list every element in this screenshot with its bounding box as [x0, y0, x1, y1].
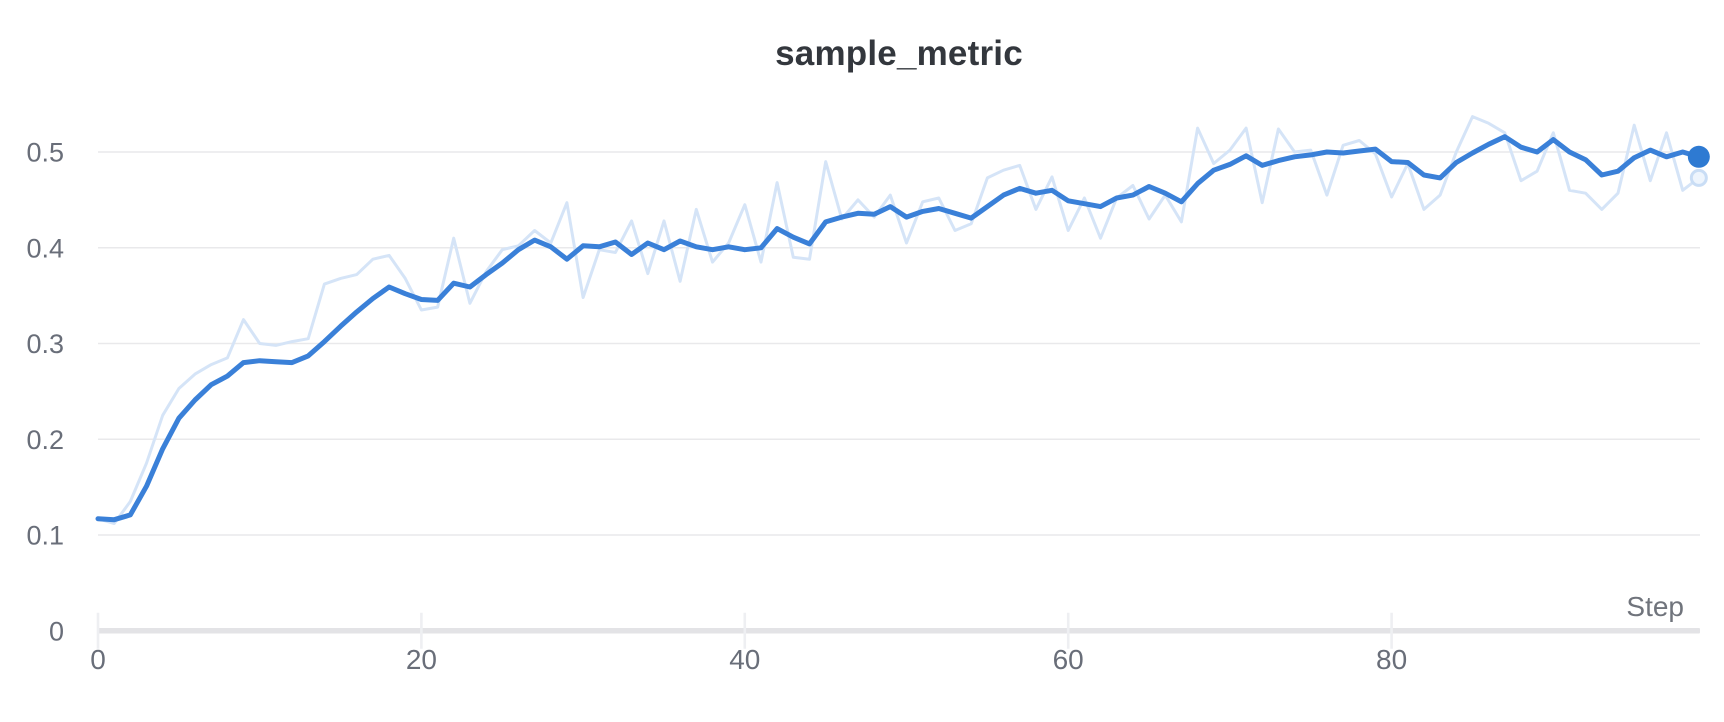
x-tick-label: 40: [729, 644, 760, 675]
x-tick-label: 20: [406, 644, 437, 675]
x-tick-label: 80: [1376, 644, 1407, 675]
x-tick-label: 0: [90, 644, 106, 675]
x-axis-label: Step: [1626, 591, 1684, 622]
y-tick-label: 0: [49, 616, 64, 646]
smoothed-series-line: [95, 134, 1702, 523]
x-tick-label: 60: [1053, 644, 1084, 675]
x-axis-line: [98, 628, 1700, 634]
chart-plot-area[interactable]: [98, 95, 1700, 631]
raw-endpoint-marker: [1689, 168, 1708, 187]
y-tick-label: 0.5: [26, 138, 64, 168]
y-tick-label: 0.1: [26, 521, 64, 551]
raw-series-line: [96, 115, 1701, 525]
chart-title: sample_metric: [775, 34, 1023, 73]
y-tick-label: 0.2: [26, 425, 64, 455]
y-tick-label: 0.4: [26, 233, 64, 263]
y-tick-label: 0.3: [26, 329, 64, 359]
smoothed-endpoint-marker: [1687, 145, 1710, 168]
